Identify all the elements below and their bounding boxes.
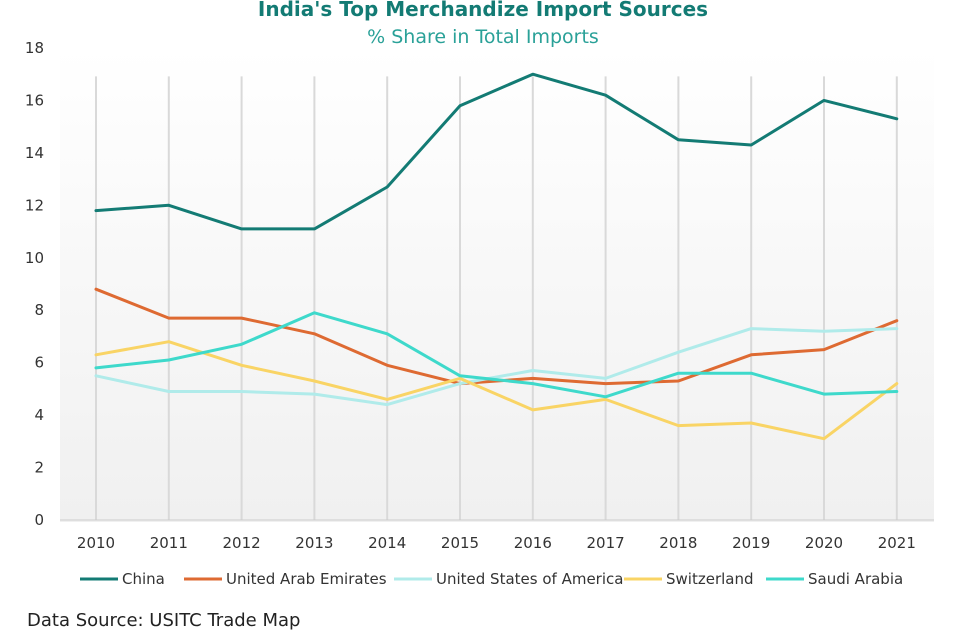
plot-background [60, 48, 934, 522]
x-tick-label: 2012 [223, 534, 261, 552]
y-tick-label: 0 [34, 511, 44, 529]
x-tick-label: 2019 [732, 534, 770, 552]
legend-label: Switzerland [666, 570, 754, 588]
series-line-switzerland [94, 340, 899, 441]
x-axis-ticks: 2010 2011 2012 2013 2014 2015 2016 2017 2018 2019… [77, 534, 916, 552]
x-tick-label: 2016 [514, 534, 552, 552]
series-line-united-states-of-america [94, 327, 899, 407]
y-tick-label: 4 [34, 406, 44, 424]
x-tick-label: 2010 [77, 534, 115, 552]
y-tick-label: 2 [34, 459, 44, 477]
series-line-saudi-arabia [94, 311, 899, 399]
x-tick-label: 2021 [878, 534, 916, 552]
x-tick-label: 2011 [150, 534, 188, 552]
data-source-note: Data Source: USITC Trade Map [27, 610, 301, 631]
series-line-china [94, 72, 899, 231]
x-tick-label: 2013 [295, 534, 333, 552]
x-tick-label: 2018 [659, 534, 697, 552]
legend-label: Saudi Arabia [808, 570, 903, 588]
gridlines [95, 76, 898, 520]
x-tick-label: 2020 [805, 534, 843, 552]
x-tick-label: 2015 [441, 534, 479, 552]
y-tick-label: 18 [25, 39, 44, 57]
y-tick-label: 14 [25, 144, 44, 162]
legend-label: United Arab Emirates [226, 570, 387, 588]
y-axis-ticks: 0 2 4 6 8 10 12 14 16 18 [25, 39, 44, 529]
y-tick-label: 10 [25, 249, 44, 267]
legend: China United Arab Emirates United States o… [80, 570, 903, 588]
y-tick-label: 8 [34, 301, 44, 319]
legend-label: China [122, 570, 165, 588]
y-tick-label: 12 [25, 196, 44, 214]
x-tick-label: 2014 [368, 534, 406, 552]
series-lines [94, 72, 899, 441]
y-tick-label: 6 [34, 354, 44, 372]
x-tick-label: 2017 [587, 534, 625, 552]
chart-title: India's Top Merchandize Import Sources [258, 0, 708, 21]
y-tick-label: 16 [25, 91, 44, 109]
chart-subtitle: % Share in Total Imports [367, 26, 599, 48]
legend-label: United States of America [436, 570, 623, 588]
